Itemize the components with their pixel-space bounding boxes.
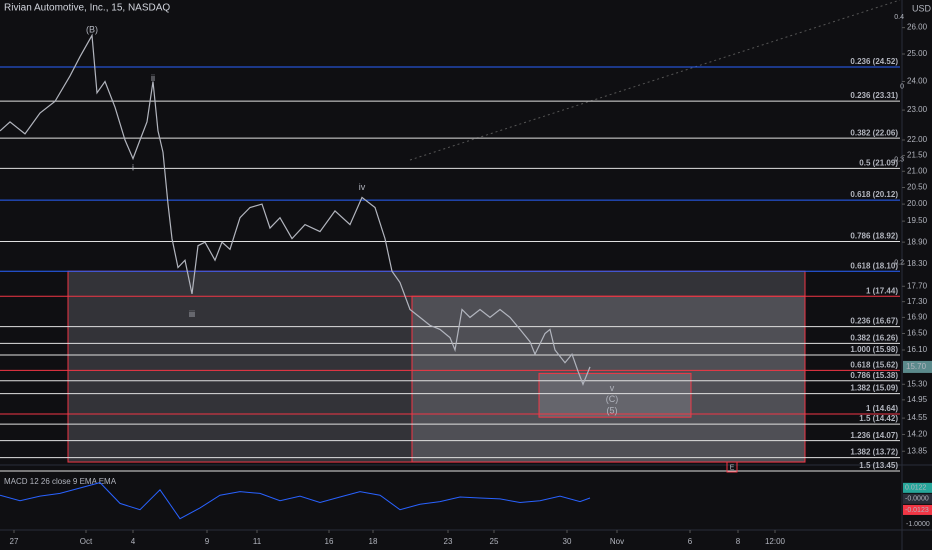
fib-label: 0.382 (16.26) bbox=[850, 333, 898, 342]
y-tick-label: 17.70 bbox=[907, 281, 928, 290]
y-tick-label: 13.85 bbox=[907, 446, 928, 455]
x-tick-label: Oct bbox=[80, 537, 93, 546]
fib-label: 0.618 (18.10) bbox=[850, 261, 898, 270]
x-tick-label: 18 bbox=[369, 537, 378, 546]
price-line bbox=[0, 33, 591, 386]
y-tick-label: 21.50 bbox=[907, 151, 928, 160]
y-tick-label: 16.90 bbox=[907, 312, 928, 321]
last-price-label: 15.70 bbox=[906, 362, 927, 371]
macd-tag bbox=[903, 504, 932, 515]
macd-tag-label: -0.0123 bbox=[905, 507, 929, 514]
side-label: 0.2 bbox=[894, 260, 904, 267]
x-tick-label: 16 bbox=[325, 537, 334, 546]
wave-label: (5) bbox=[607, 406, 618, 416]
y-tick-label: 14.55 bbox=[907, 413, 928, 422]
trend-line bbox=[409, 0, 901, 161]
chart-title: Rivian Automotive, Inc., 15, NASDAQ bbox=[4, 3, 170, 14]
macd-label: MACD 12 26 close 9 EMA EMA bbox=[4, 477, 117, 486]
last-price-tag bbox=[903, 360, 932, 373]
zone bbox=[411, 295, 806, 463]
x-tick-label: 27 bbox=[10, 537, 19, 546]
y-tick-label: 14.20 bbox=[907, 430, 928, 439]
zone bbox=[67, 270, 806, 463]
x-tick-label: 9 bbox=[205, 537, 210, 546]
fib-label: 0.786 (18.92) bbox=[850, 232, 898, 241]
x-tick-label: 12:00 bbox=[765, 537, 786, 546]
y-tick-label: 21.00 bbox=[907, 166, 928, 175]
x-tick-label: Nov bbox=[610, 537, 624, 546]
y-tick-label: 15.30 bbox=[907, 379, 928, 388]
fib-label: 0.236 (24.52) bbox=[850, 57, 898, 66]
y-tick-label: 14.95 bbox=[907, 395, 928, 404]
y-tick-label: 16.50 bbox=[907, 329, 928, 338]
y-tick-label: 22.00 bbox=[907, 135, 928, 144]
x-tick-label: 30 bbox=[563, 537, 572, 546]
x-tick-label: 11 bbox=[253, 537, 262, 546]
wave-label: iii bbox=[189, 309, 195, 319]
side-label: 0.4 bbox=[894, 14, 904, 21]
y-tick-label: 25.00 bbox=[907, 49, 928, 58]
fib-label: 1.236 (14.07) bbox=[850, 431, 898, 440]
side-label: 0 bbox=[900, 83, 904, 90]
y-tick-label: 23.00 bbox=[907, 105, 928, 114]
event-box bbox=[726, 461, 738, 473]
wave-label: (B) bbox=[86, 25, 98, 35]
y-tick-label: 20.00 bbox=[907, 199, 928, 208]
y-tick-label: 18.30 bbox=[907, 259, 928, 268]
fib-label: 0.618 (15.62) bbox=[850, 360, 898, 369]
fib-label: 1 (14.64) bbox=[866, 404, 898, 413]
y-tick-label: 18.90 bbox=[907, 237, 928, 246]
fib-label: 0.236 (23.31) bbox=[850, 91, 898, 100]
macd-tag-label: -0.0000 bbox=[905, 496, 929, 503]
x-tick-label: 6 bbox=[688, 537, 693, 546]
macd-line bbox=[0, 482, 591, 520]
fib-label: 1.5 (14.42) bbox=[859, 414, 898, 423]
fib-label: 0.236 (16.67) bbox=[850, 317, 898, 326]
y-tick-label: 19.50 bbox=[907, 216, 928, 225]
x-tick-label: 8 bbox=[736, 537, 741, 546]
wave-label: i bbox=[132, 162, 134, 172]
fib-label: 0.786 (15.38) bbox=[850, 371, 898, 380]
macd-axis-label: -1.0000 bbox=[906, 521, 930, 528]
fib-label: 0.382 (22.06) bbox=[850, 128, 898, 137]
y-tick-label: 16.10 bbox=[907, 345, 928, 354]
fib-label: 1.000 (15.98) bbox=[850, 345, 898, 354]
macd-tag bbox=[903, 482, 932, 493]
wave-label: ii bbox=[151, 73, 155, 83]
currency: USD bbox=[912, 3, 932, 13]
x-tick-label: 23 bbox=[444, 537, 453, 546]
side-label: 0.3 bbox=[894, 156, 904, 163]
x-tick-label: 25 bbox=[490, 537, 499, 546]
y-tick-label: 24.00 bbox=[907, 77, 928, 86]
macd-tag-label: 0.0122 bbox=[905, 485, 927, 492]
wave-label: iv bbox=[359, 182, 366, 192]
fib-label: 1.382 (15.09) bbox=[850, 384, 898, 393]
fib-label: 0.5 (21.09) bbox=[859, 159, 898, 168]
wave-label: (C) bbox=[606, 394, 619, 404]
y-tick-label: 20.50 bbox=[907, 183, 928, 192]
y-tick-label: 17.30 bbox=[907, 297, 928, 306]
y-tick-label: 26.00 bbox=[907, 23, 928, 32]
fib-label: 1.382 (13.72) bbox=[850, 448, 898, 457]
fib-label: 1 (17.44) bbox=[866, 286, 898, 295]
event-label: E bbox=[730, 464, 735, 471]
wave-label: v bbox=[610, 383, 615, 393]
fib-label: 1.5 (13.45) bbox=[859, 461, 898, 470]
x-tick-label: 4 bbox=[131, 537, 136, 546]
macd-tag bbox=[903, 493, 932, 504]
fib-label: 0.618 (20.12) bbox=[850, 190, 898, 199]
